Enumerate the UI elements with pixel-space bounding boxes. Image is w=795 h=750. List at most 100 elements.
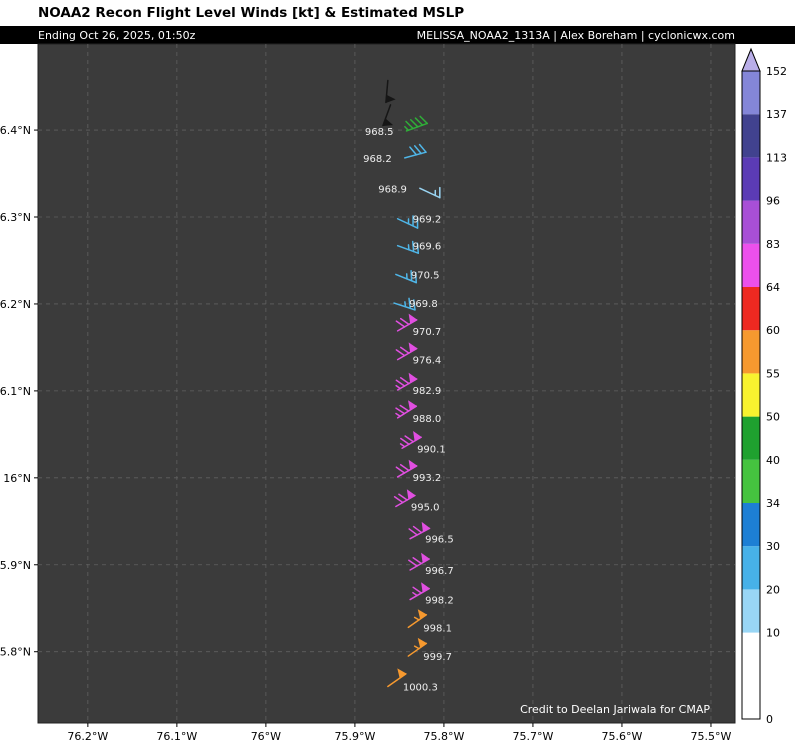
wind-barb-full (408, 297, 411, 310)
wind-barb-pennant (408, 400, 418, 411)
y-tick-label: 16.4°N (0, 124, 31, 137)
wind-barb-pennant (408, 459, 418, 471)
wind-barb-pennant (417, 609, 428, 620)
mslp-label: 982.9 (413, 386, 442, 397)
wind-barb-full (395, 407, 406, 415)
colorbar-segment (742, 503, 760, 547)
wind-barb-full (399, 346, 410, 354)
wind-barb-full (412, 525, 423, 534)
wind-barb-full (413, 299, 416, 311)
wind-barb-pennant (417, 637, 428, 649)
wind-barb-full (405, 120, 414, 130)
y-tick-label: 16.1°N (0, 385, 31, 398)
colorbar-tick-label: 113 (766, 151, 787, 164)
colorbar-tick-label: 137 (766, 108, 787, 121)
header-mission-credit: MELISSA_NOAA2_1313A | Alex Boreham | cyc… (416, 28, 735, 42)
wind-barb-full (395, 320, 406, 328)
wind-barb-half (395, 412, 401, 418)
wind-barb-pennant (421, 521, 431, 533)
wind-barb-staff (405, 122, 428, 132)
wind-barb-staff (419, 187, 441, 199)
y-tick-label: 16°N (3, 472, 31, 485)
colorbar-tick-label: 10 (766, 627, 780, 640)
colorbar-segment (742, 546, 760, 590)
wind-barb-full (400, 437, 410, 446)
wind-barb-full (399, 404, 410, 412)
wind-barb-full (408, 528, 418, 536)
colorbar-segment (742, 200, 760, 244)
colorbar-tick-label: 96 (766, 195, 780, 208)
mslp-label: 968.2 (363, 154, 392, 165)
wind-barb-half (395, 384, 401, 390)
colorbar-segment (742, 114, 760, 158)
wind-barb-full (393, 496, 404, 504)
wind-barb-half (399, 443, 406, 448)
mslp-label: 970.7 (413, 327, 442, 338)
header-bar: Ending Oct 26, 2025, 01:50z MELISSA_NOAA… (0, 26, 795, 44)
wind-barb-staff (395, 273, 417, 284)
x-tick-label: 76.1°W (156, 730, 197, 743)
wind-barb-half (404, 301, 407, 308)
wind-barb-pennant (421, 552, 431, 564)
colorbar-tick-label: 20 (766, 583, 780, 596)
wind-barb-full (414, 271, 417, 284)
wind-barb-full (413, 145, 422, 155)
mslp-label: 1000.3 (403, 682, 438, 693)
wind-barb-pennant (408, 372, 418, 384)
x-tick-label: 75.5°W (691, 730, 732, 743)
wind-barb-half (404, 125, 410, 132)
wind-barb-pennant (408, 313, 418, 325)
wind-barb-half (413, 616, 420, 621)
colorbar-tick-label: 152 (766, 65, 787, 78)
cmap-credit: Credit to Deelan Jariwala for CMAP (520, 703, 710, 716)
colorbar-tick-label: 64 (766, 281, 780, 294)
wind-barb-pennant (385, 94, 396, 104)
plot-area (37, 43, 736, 724)
wind-barb-full (409, 119, 419, 128)
colorbar-tick-label: 55 (766, 367, 780, 380)
x-tick-label: 75.8°W (423, 730, 464, 743)
mslp-label: 996.7 (425, 566, 454, 577)
wind-barb-pennant (408, 342, 418, 353)
mslp-label: 968.9 (378, 184, 407, 195)
colorbar-segment (742, 459, 760, 503)
wind-barb-staff (396, 217, 419, 229)
mslp-label: 999.7 (423, 652, 452, 663)
mslp-label: 996.5 (425, 535, 454, 546)
wind-barb-full (399, 463, 410, 472)
chart-title: NOAA2 Recon Flight Level Winds [kt] & Es… (38, 5, 465, 21)
y-tick-label: 16.3°N (0, 211, 31, 224)
wind-barb-staff (393, 302, 416, 311)
y-tick-label: 15.8°N (0, 646, 31, 659)
colorbar-segment (742, 71, 760, 115)
wind-barb-full (412, 586, 423, 594)
wind-barb-staff (403, 151, 427, 159)
mslp-label: 998.2 (425, 596, 454, 607)
wind-barb-full (418, 143, 427, 153)
mslp-label: 969.6 (413, 242, 442, 253)
colorbar-tick-label: 40 (766, 454, 780, 467)
wind-barb-half (413, 645, 420, 650)
mslp-label: 976.4 (413, 356, 442, 367)
colorbar-tick-label: 34 (766, 497, 780, 510)
mslp-label: 970.5 (411, 270, 440, 281)
mslp-label: 969.2 (413, 215, 442, 226)
wind-barb-full (409, 146, 418, 156)
wind-barb-pennant (421, 582, 431, 593)
mslp-label: 995.0 (411, 503, 440, 514)
wind-barb-pennant (382, 118, 394, 127)
colorbar-segment (742, 632, 760, 719)
mslp-label: 969.8 (409, 299, 438, 310)
colorbar-tick-label: 30 (766, 540, 780, 553)
colorbar-segment (742, 157, 760, 201)
wind-barb-full (399, 317, 410, 326)
wind-barb-full (395, 466, 406, 474)
wind-barb-full (410, 270, 413, 282)
mslp-label: 998.1 (423, 623, 452, 634)
colorbar-tick-label: 60 (766, 324, 780, 337)
colorbar-segment (742, 416, 760, 460)
wind-barb-full (404, 435, 415, 443)
wind-barb-full (408, 559, 418, 567)
colorbar-tick-label: 50 (766, 411, 780, 424)
